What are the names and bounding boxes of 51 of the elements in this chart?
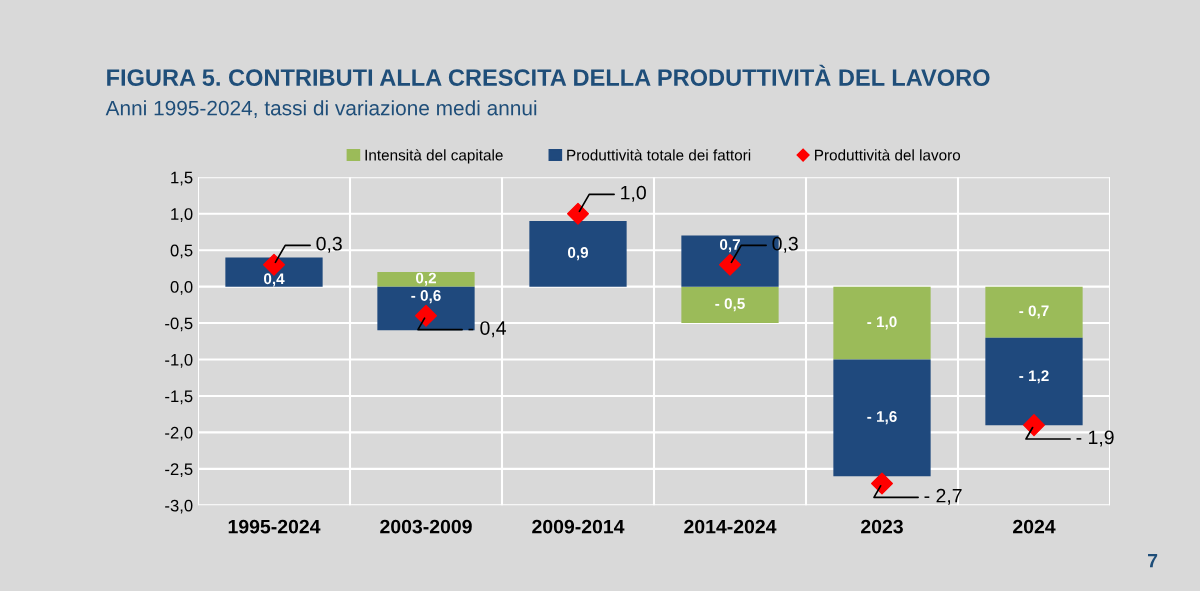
y-tick-label: -2,5 [165, 463, 193, 478]
y-tick-label: -1,5 [165, 390, 193, 405]
x-tick-label: 2024 [1013, 519, 1056, 534]
bar [377, 272, 475, 287]
x-tick-label: 2014-2024 [684, 519, 777, 534]
point [871, 472, 893, 495]
y-tick-label: -0,5 [165, 317, 193, 332]
data-label: - 1,6 [867, 411, 897, 425]
data-label: - 0,5 [715, 298, 745, 312]
data-label: 0,9 [567, 247, 589, 261]
data-label: 1,0 [621, 185, 646, 202]
x-tick-label: 1995-2024 [228, 519, 321, 534]
data-label: - 1,0 [867, 316, 897, 330]
data-label: - 1,9 [1076, 430, 1114, 447]
point [1023, 414, 1045, 437]
y-tick-label: 0,0 [170, 281, 193, 295]
chart-subtitle: Anni 1995-2024, tassi di variazione medi annui [105, 100, 537, 118]
bar [833, 286, 931, 360]
point [415, 304, 437, 327]
legend-label: Produttività del lavoro [815, 149, 961, 161]
legend-label: Intensità del capitale [365, 149, 503, 164]
data-label: 0,7 [719, 239, 740, 253]
bar [985, 337, 1083, 426]
y-tick-label: 0,5 [170, 244, 193, 259]
data-label: - 0,6 [411, 290, 441, 304]
data-label: - 0,7 [1019, 305, 1049, 319]
bar [833, 359, 931, 477]
y-tick-label: 1,5 [171, 171, 193, 186]
chart-title: FIGURA 5. CONTRIBUTI ALLA CRESCITA DELLA PRODUTTIVITÀ DEL LAVORO [107, 64, 990, 86]
x-tick-label: 2023 [861, 519, 903, 534]
bar [377, 286, 475, 331]
data-label: - 2,7 [924, 488, 962, 505]
y-tick-label: -2,0 [165, 426, 193, 441]
y-tick-label: -1,0 [165, 353, 193, 368]
x-tick-label: 2003-2009 [380, 519, 472, 534]
data-label: 0,4 [263, 273, 285, 287]
data-label: - 1,2 [1019, 370, 1049, 384]
y-tick-label: -3,0 [165, 499, 193, 514]
data-label: 0,2 [415, 272, 437, 286]
bar [985, 286, 1083, 338]
bar [529, 221, 627, 287]
data-label: 0,3 [316, 236, 342, 253]
y-tick-label: 1,0 [171, 208, 193, 222]
bar [681, 286, 779, 324]
point [567, 202, 589, 225]
legend-label: Produttività totale dei fattori [567, 149, 751, 161]
data-label: - 0,4 [468, 321, 507, 338]
x-tick-label: 2009-2014 [532, 519, 625, 534]
bar [225, 257, 323, 287]
point [719, 253, 741, 276]
text: 7 [1148, 553, 1158, 568]
